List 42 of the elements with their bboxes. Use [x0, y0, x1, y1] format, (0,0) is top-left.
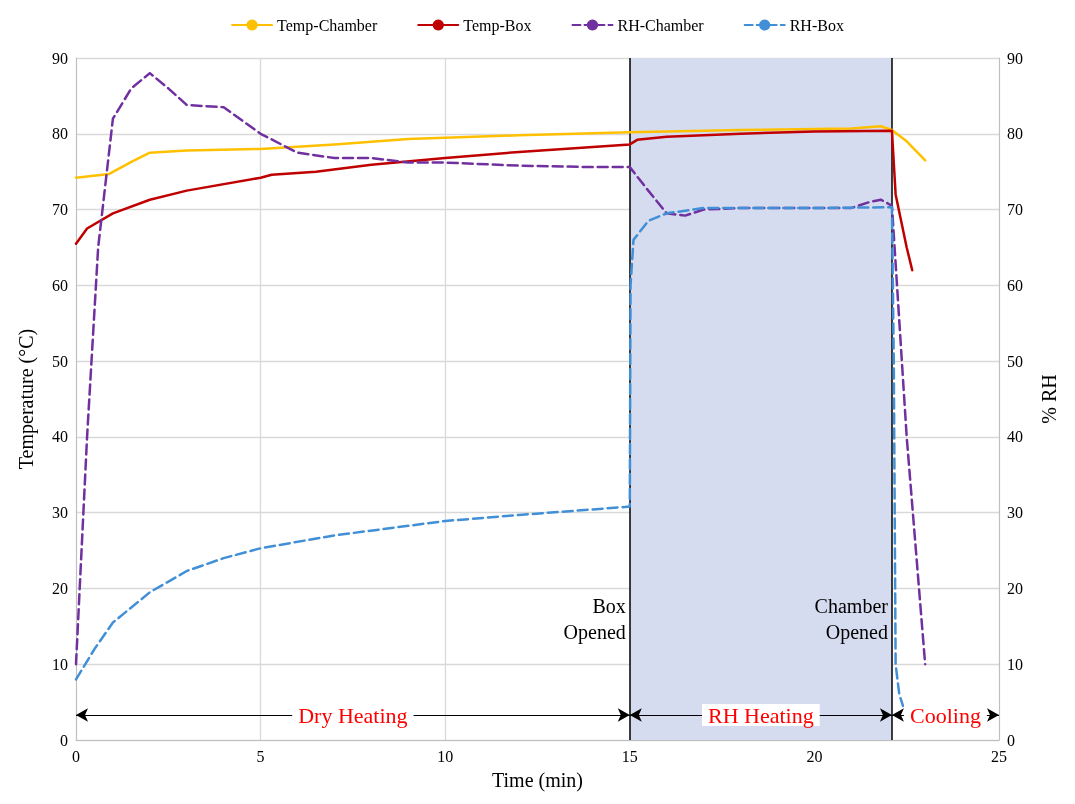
legend-label: Temp-Chamber	[277, 16, 378, 35]
legend-label: RH-Chamber	[617, 16, 705, 34]
annotation: Dry Heating	[298, 702, 408, 728]
annotation: RH Heating	[708, 702, 814, 728]
y-tick-label: 90	[52, 49, 68, 67]
y2-tick-label: 90	[1007, 49, 1023, 67]
x-axis-title: Time (min)	[492, 769, 583, 792]
y-tick-label: 20	[52, 579, 68, 597]
y-tick-label: 40	[52, 428, 68, 446]
legend-label: Temp-Box	[463, 16, 532, 35]
y-tick-label: 0	[60, 731, 68, 749]
y2-tick-label: 0	[1007, 731, 1015, 749]
x-tick-label: 15	[621, 747, 638, 765]
y-tick-label: 80	[52, 125, 68, 143]
x-tick-label: 0	[72, 747, 80, 765]
y2-tick-label: 30	[1007, 504, 1023, 522]
ref-line-label: Chamber Opened	[814, 594, 889, 644]
x-tick-label: 5	[256, 747, 265, 765]
ref-line-label: Box Opened	[563, 594, 626, 644]
y2-tick-label: 50	[1007, 352, 1023, 370]
y2-tick-label: 80	[1007, 125, 1023, 143]
y2-tick-label: 20	[1007, 579, 1023, 597]
y-tick-label: 60	[52, 276, 68, 294]
y2-tick-label: 70	[1007, 201, 1023, 219]
x-tick-label: 20	[806, 747, 823, 765]
x-tick-label: 10	[437, 747, 454, 765]
y2-tick-label: 10	[1007, 655, 1023, 673]
y2-tick-label: 40	[1007, 428, 1023, 446]
line-series	[74, 71, 927, 666]
y-tick-label: 70	[52, 201, 68, 219]
y-axis-title: Temperature (°C)	[15, 328, 38, 470]
y2-axis-title: % RH	[1038, 374, 1060, 424]
line-series	[74, 206, 905, 708]
annotation: Cooling	[910, 702, 981, 728]
line-series	[74, 129, 914, 272]
y-tick-label: 50	[52, 352, 68, 370]
y-tick-label: 10	[52, 655, 68, 673]
legend-label: RH-Box	[789, 16, 844, 34]
y2-tick-label: 60	[1007, 276, 1023, 294]
x-tick-label: 25	[991, 747, 1007, 765]
y-tick-label: 30	[52, 504, 68, 522]
line-series	[74, 124, 927, 179]
